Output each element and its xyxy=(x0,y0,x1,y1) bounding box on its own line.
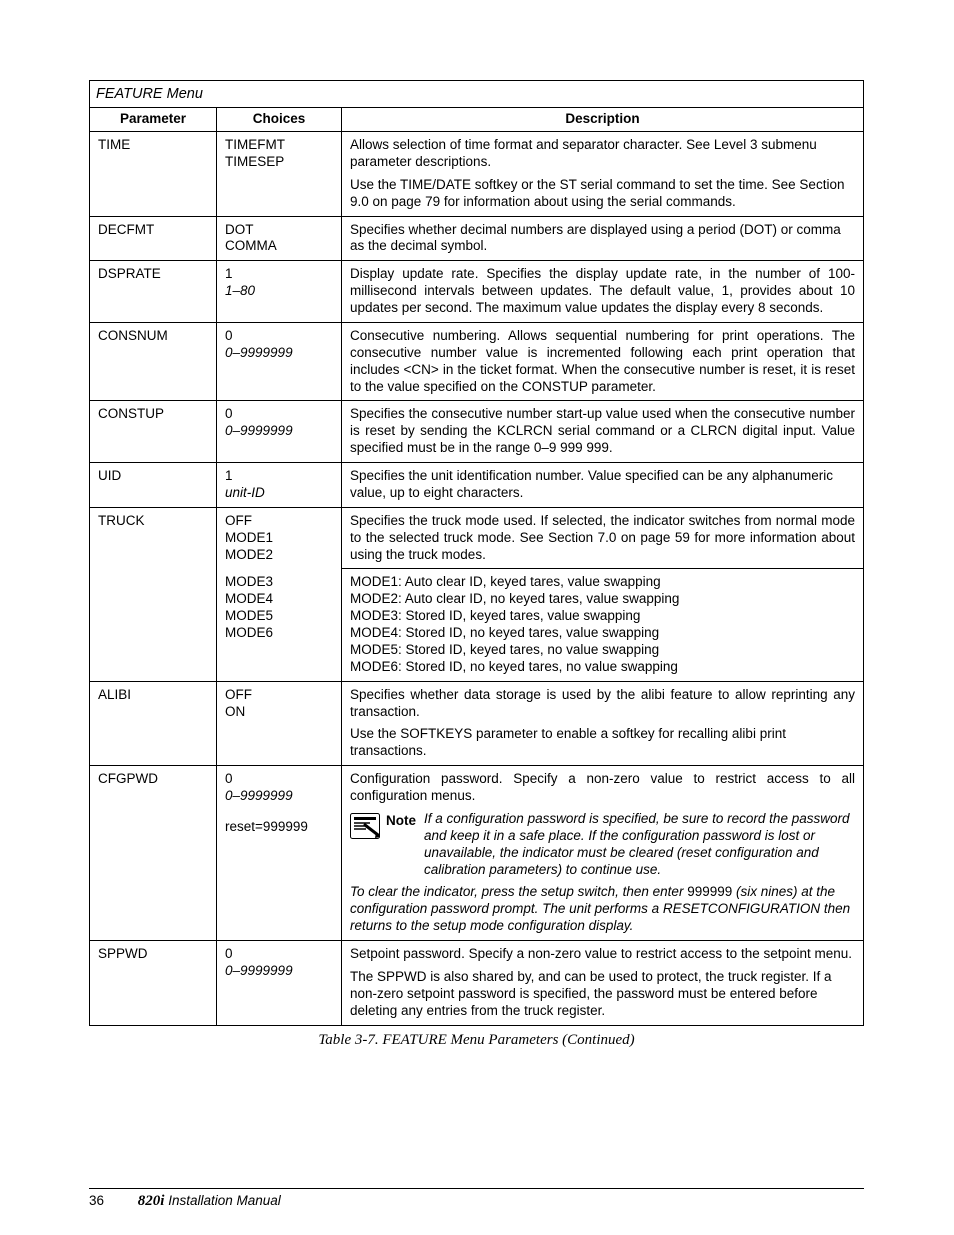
page-content: FEATURE Menu Parameter Choices Descripti… xyxy=(89,80,864,1049)
table-row: CONSNUM 0 0–9999999 Consecutive numberin… xyxy=(90,322,864,401)
note-block: Note If a configuration password is spec… xyxy=(350,811,855,879)
choices-cell: TIMEFMT TIMESEP xyxy=(217,132,342,217)
choices-cell: 0 0–9999999 xyxy=(217,401,342,463)
choices-cell: OFF ON xyxy=(217,681,342,766)
description-cell: Specifies whether decimal numbers are di… xyxy=(342,216,864,261)
description-cell: Configuration password. Specify a non-ze… xyxy=(342,766,864,941)
param-cell: CONSTUP xyxy=(90,401,217,463)
table-row: TIME TIMEFMT TIMESEP Allows selection of… xyxy=(90,132,864,217)
param-cell: TRUCK xyxy=(90,507,217,681)
param-cell: CONSNUM xyxy=(90,322,217,401)
table-row: DSPRATE 1 1–80 Display update rate. Spec… xyxy=(90,261,864,323)
note-text: If a configuration password is specified… xyxy=(424,811,855,879)
description-cell: Specifies the truck mode used. If select… xyxy=(342,507,864,569)
choices-cell: 0 0–9999999 xyxy=(217,322,342,401)
description-cell: MODE1: Auto clear ID, keyed tares, value… xyxy=(342,569,864,681)
choices-cell: 1 unit-ID xyxy=(217,463,342,508)
table-row: DECFMT DOT COMMA Specifies whether decim… xyxy=(90,216,864,261)
choices-cell: 0 0–9999999 xyxy=(217,941,342,1026)
table-row: CONSTUP 0 0–9999999 Specifies the consec… xyxy=(90,401,864,463)
note-label: Note xyxy=(386,813,416,830)
manual-title: Installation Manual xyxy=(164,1193,280,1208)
table-row: UID 1 unit-ID Specifies the unit identif… xyxy=(90,463,864,508)
table-caption: Table 3-7. FEATURE Menu Parameters (Cont… xyxy=(89,1032,864,1049)
param-cell: TIME xyxy=(90,132,217,217)
param-cell: CFGPWD xyxy=(90,766,217,941)
description-cell: Allows selection of time format and sepa… xyxy=(342,132,864,217)
page-footer: 36 820i Installation Manual xyxy=(89,1188,864,1210)
description-cell: Display update rate. Specifies the displ… xyxy=(342,261,864,323)
choices-cell: MODE3 MODE4 MODE5 MODE6 xyxy=(217,569,342,681)
description-cell: Specifies the unit identification number… xyxy=(342,463,864,508)
col-header-parameter: Parameter xyxy=(90,108,217,132)
table-row: SPPWD 0 0–9999999 Setpoint password. Spe… xyxy=(90,941,864,1026)
description-cell: Consecutive numbering. Allows sequential… xyxy=(342,322,864,401)
choices-cell: 0 0–9999999 reset=999999 xyxy=(217,766,342,941)
clear-instruction: To clear the indicator, press the setup … xyxy=(350,884,855,935)
description-cell: Setpoint password. Specify a non-zero va… xyxy=(342,941,864,1026)
table-row: ALIBI OFF ON Specifies whether data stor… xyxy=(90,681,864,766)
choices-cell: 1 1–80 xyxy=(217,261,342,323)
col-header-description: Description xyxy=(342,108,864,132)
manual-model: 820i xyxy=(138,1193,165,1209)
param-cell: DECFMT xyxy=(90,216,217,261)
col-header-choices: Choices xyxy=(217,108,342,132)
table-row: CFGPWD 0 0–9999999 reset=999999 Configur… xyxy=(90,766,864,941)
page-number: 36 xyxy=(89,1193,134,1208)
description-cell: Specifies the consecutive number start-u… xyxy=(342,401,864,463)
param-cell: ALIBI xyxy=(90,681,217,766)
table-row: TRUCK OFF MODE1 MODE2 Specifies the truc… xyxy=(90,507,864,569)
param-cell: DSPRATE xyxy=(90,261,217,323)
feature-menu-table: FEATURE Menu Parameter Choices Descripti… xyxy=(89,80,864,1026)
choices-cell: OFF MODE1 MODE2 xyxy=(217,507,342,569)
choices-cell: DOT COMMA xyxy=(217,216,342,261)
description-cell: Specifies whether data storage is used b… xyxy=(342,681,864,766)
param-cell: SPPWD xyxy=(90,941,217,1026)
menu-title: FEATURE Menu xyxy=(90,81,864,108)
param-cell: UID xyxy=(90,463,217,508)
note-icon xyxy=(350,813,380,844)
